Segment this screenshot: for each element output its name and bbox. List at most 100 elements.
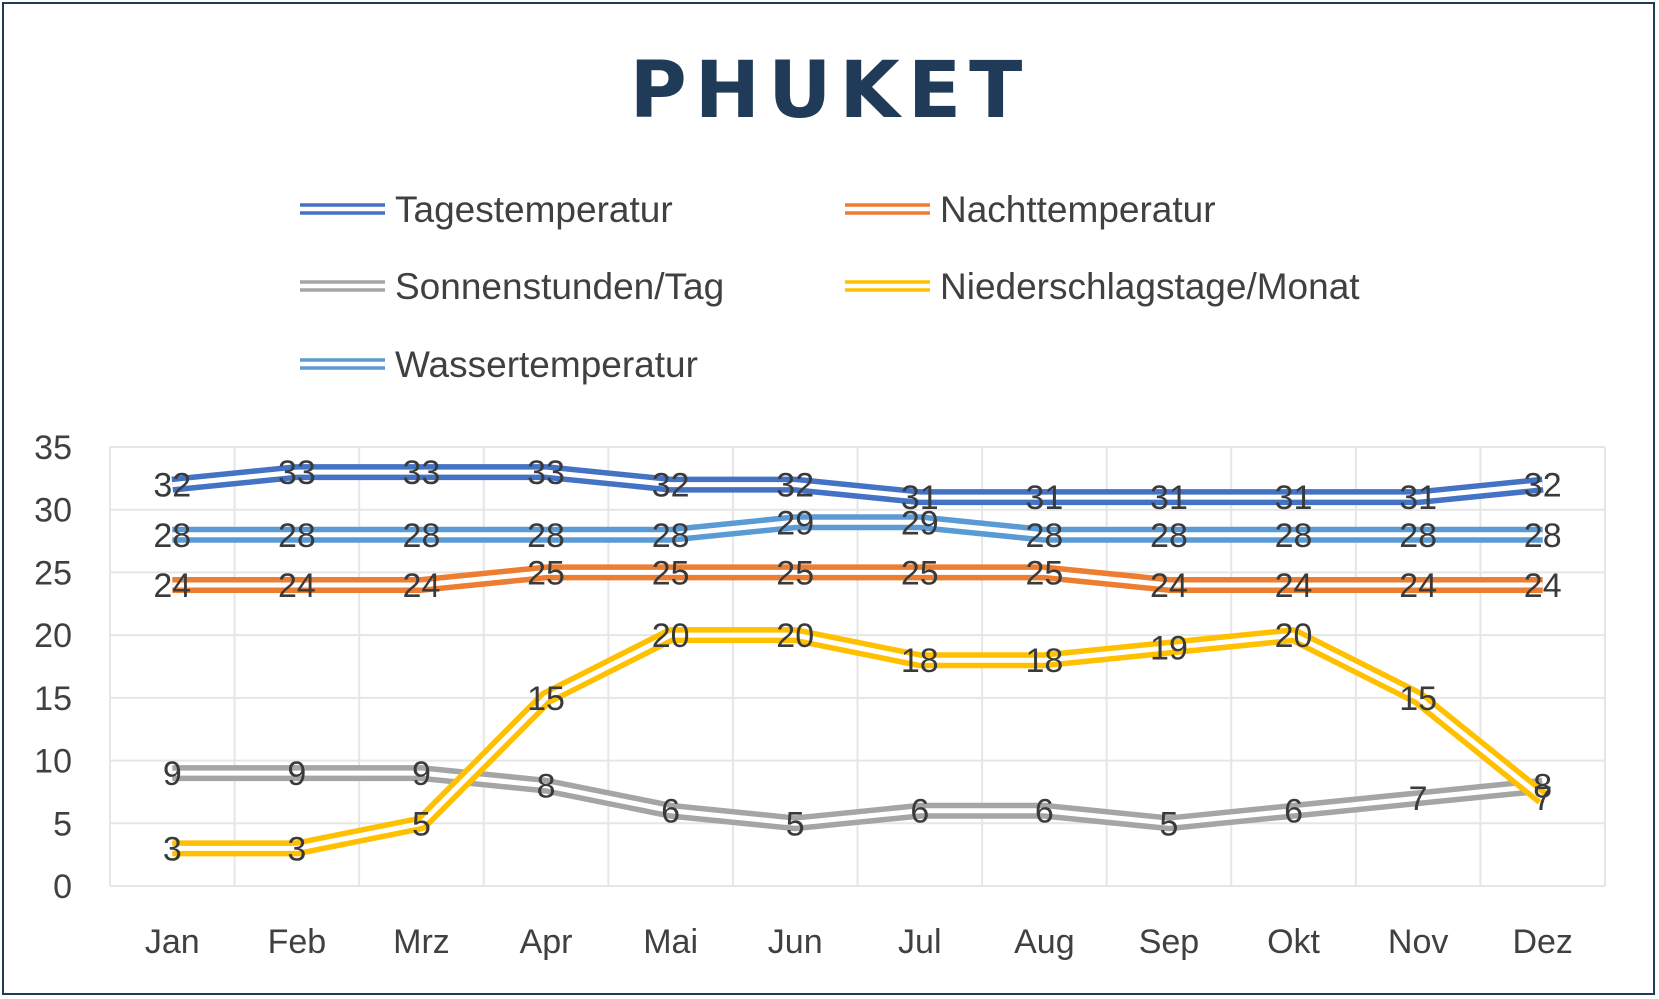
data-label: 5 bbox=[412, 805, 431, 843]
x-tick-label: Sep bbox=[1139, 923, 1200, 961]
y-tick-label: 30 bbox=[34, 492, 72, 530]
data-label: 31 bbox=[1275, 479, 1313, 517]
data-label: 28 bbox=[1150, 517, 1188, 555]
data-label: 28 bbox=[1025, 517, 1063, 555]
data-label: 28 bbox=[1524, 517, 1562, 555]
legend-label: Tagestemperatur bbox=[395, 189, 673, 230]
data-label: 32 bbox=[776, 467, 814, 505]
data-label: 20 bbox=[1275, 617, 1313, 655]
data-label: 24 bbox=[1399, 567, 1437, 605]
data-label: 24 bbox=[153, 567, 191, 605]
data-label: 28 bbox=[1399, 517, 1437, 555]
grid bbox=[109, 446, 1606, 887]
data-label: 20 bbox=[652, 617, 690, 655]
series-line-inner bbox=[172, 569, 1543, 588]
series-line-inner bbox=[172, 632, 1545, 851]
data-label: 18 bbox=[1025, 642, 1063, 680]
data-label: 33 bbox=[527, 454, 565, 492]
data-label: 8 bbox=[1533, 768, 1552, 806]
y-axis: 0 5 10 15 20 25 30 35 bbox=[34, 429, 72, 906]
data-label: 33 bbox=[403, 454, 441, 492]
legend-label: Sonnenstunden/Tag bbox=[395, 266, 724, 307]
legend: Tagestemperatur Nachttemperatur Sonnenstun… bbox=[300, 189, 1360, 385]
data-label: 33 bbox=[278, 454, 316, 492]
x-tick-label: Mrz bbox=[393, 923, 450, 961]
data-label: 6 bbox=[1284, 793, 1303, 831]
data-label: 31 bbox=[1025, 479, 1063, 517]
y-tick-label: 25 bbox=[34, 554, 72, 592]
legend-label: Nachttemperatur bbox=[940, 189, 1216, 230]
data-label: 7 bbox=[1409, 780, 1428, 818]
data-label: 29 bbox=[901, 504, 939, 542]
series-sonnenstunden-tag bbox=[172, 765, 1544, 832]
y-tick-label: 5 bbox=[53, 805, 72, 843]
data-labels-nachttemperatur: 24 24 24 25 25 25 25 25 24 24 24 24 bbox=[153, 554, 1561, 605]
data-label: 6 bbox=[910, 793, 929, 831]
x-tick-label: Aug bbox=[1014, 923, 1075, 961]
data-label: 3 bbox=[163, 830, 182, 868]
y-tick-label: 35 bbox=[34, 429, 72, 467]
x-tick-label: Dez bbox=[1512, 923, 1572, 961]
x-tick-label: Okt bbox=[1267, 923, 1320, 961]
data-label: 24 bbox=[403, 567, 441, 605]
data-label: 25 bbox=[776, 554, 814, 592]
data-label: 25 bbox=[901, 554, 939, 592]
x-tick-label: Jan bbox=[145, 923, 200, 961]
data-labels-wassertemperatur: 28 28 28 28 28 29 29 28 28 28 28 28 bbox=[153, 504, 1561, 555]
data-label: 32 bbox=[652, 467, 690, 505]
legend-item-niederschlagstage-monat: Niederschlagstage/Monat bbox=[845, 266, 1360, 307]
y-tick-label: 0 bbox=[53, 868, 72, 906]
data-label: 28 bbox=[652, 517, 690, 555]
chart-title: PHUKET bbox=[630, 46, 1031, 136]
data-label: 29 bbox=[776, 504, 814, 542]
series-line-inner bbox=[172, 469, 1543, 500]
data-label: 28 bbox=[153, 517, 191, 555]
data-label: 31 bbox=[1150, 479, 1188, 517]
data-label: 15 bbox=[1399, 680, 1437, 718]
data-label: 5 bbox=[786, 805, 805, 843]
data-label: 3 bbox=[287, 830, 306, 868]
y-tick-label: 20 bbox=[34, 617, 72, 655]
series-tagestemperatur bbox=[171, 464, 1544, 506]
data-label: 25 bbox=[527, 554, 565, 592]
legend-item-tagestemperatur: Tagestemperatur bbox=[300, 189, 673, 230]
data-label: 24 bbox=[1150, 567, 1188, 605]
x-axis: Jan Feb Mrz Apr Mai Jun Jul Aug Sep Okt Nov Dez bbox=[145, 923, 1573, 961]
x-tick-label: Jun bbox=[768, 923, 823, 961]
data-label: 5 bbox=[1159, 805, 1178, 843]
data-label: 24 bbox=[1275, 567, 1313, 605]
series-nachttemperatur bbox=[172, 564, 1543, 593]
series-niederschlagstage-monat bbox=[172, 627, 1548, 857]
legend-label: Wassertemperatur bbox=[395, 344, 698, 385]
data-label: 6 bbox=[661, 793, 680, 831]
data-label: 32 bbox=[153, 467, 191, 505]
series-lines bbox=[171, 464, 1548, 857]
data-label: 9 bbox=[163, 755, 182, 793]
legend-item-sonnenstunden-tag: Sonnenstunden/Tag bbox=[300, 266, 724, 307]
x-tick-label: Mai bbox=[643, 923, 698, 961]
data-label: 32 bbox=[1524, 467, 1562, 505]
data-label: 25 bbox=[652, 554, 690, 592]
data-labels-niederschlagstage-monat: 3 3 5 15 20 20 18 18 19 20 15 7 bbox=[163, 617, 1552, 868]
x-tick-label: Apr bbox=[520, 923, 573, 961]
series-line-inner bbox=[172, 770, 1543, 826]
series-wassertemperatur bbox=[172, 514, 1543, 543]
data-label: 31 bbox=[901, 479, 939, 517]
data-label: 19 bbox=[1150, 630, 1188, 668]
data-label: 28 bbox=[278, 517, 316, 555]
legend-label: Niederschlagstage/Monat bbox=[940, 266, 1360, 307]
series-line-inner bbox=[172, 519, 1543, 538]
data-label: 28 bbox=[1275, 517, 1313, 555]
data-label: 15 bbox=[527, 680, 565, 718]
y-tick-label: 15 bbox=[34, 680, 72, 718]
data-label: 8 bbox=[537, 768, 556, 806]
data-label: 28 bbox=[403, 517, 441, 555]
data-label: 20 bbox=[776, 617, 814, 655]
data-label: 9 bbox=[287, 755, 306, 793]
data-label: 9 bbox=[412, 755, 431, 793]
data-label: 25 bbox=[1025, 554, 1063, 592]
x-tick-label: Feb bbox=[268, 923, 327, 961]
data-labels-sonnenstunden-tag: 9 9 9 86 5 6 6 5 6 7 8 bbox=[163, 755, 1552, 843]
